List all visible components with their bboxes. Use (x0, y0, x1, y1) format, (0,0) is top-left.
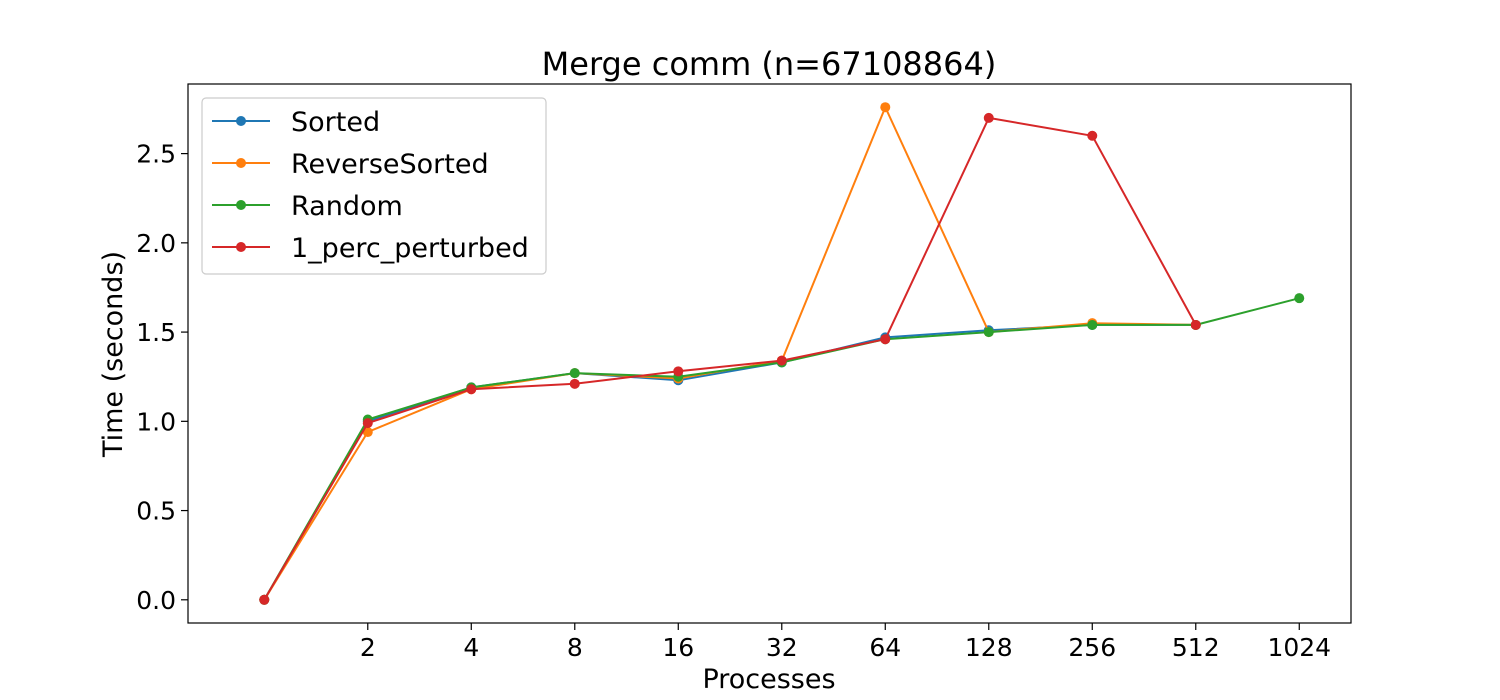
legend-box (201, 97, 547, 275)
legend-marker (236, 158, 246, 168)
x-tick-label: 128 (965, 633, 1013, 662)
data-point (983, 112, 994, 123)
y-tick-label: 2.5 (136, 140, 176, 169)
data-point (880, 102, 891, 113)
legend-marker (236, 200, 246, 210)
data-point (466, 384, 477, 395)
data-point (362, 418, 373, 429)
x-tick-label: 32 (766, 633, 798, 662)
series-line (263, 116, 1197, 601)
x-tick-label: 4 (463, 633, 479, 662)
legend-label: Sorted (291, 107, 380, 138)
series-sorted (259, 319, 1201, 605)
plot-series (259, 102, 1305, 605)
x-axis-ticks: 2 4 8 16 32 64 128 256 512 1024 (360, 623, 1331, 662)
data-point (1294, 293, 1305, 304)
x-tick-label: 16 (662, 633, 694, 662)
x-tick-label: 2 (360, 633, 376, 662)
legend: Sorted ReverseSorted Random 1_perc_perturbe… (201, 97, 547, 275)
chart-title: Merge comm (n=67108864) (542, 45, 997, 83)
y-tick-label: 1.5 (136, 318, 176, 347)
y-tick-label: 1.0 (136, 407, 176, 436)
x-tick-label: 64 (869, 633, 901, 662)
data-point (983, 327, 994, 338)
plot-area-frame (187, 83, 1352, 624)
data-point (1087, 130, 1098, 141)
data-point (880, 334, 891, 345)
data-point (1190, 319, 1201, 330)
legend-marker (236, 116, 246, 126)
data-point (673, 366, 684, 377)
data-point (1087, 319, 1098, 330)
x-tick-label: 8 (567, 633, 583, 662)
legend-label: Random (291, 191, 403, 222)
data-point (776, 355, 787, 366)
x-tick-label: 512 (1172, 633, 1220, 662)
data-point (569, 368, 580, 379)
x-tick-label: 1024 (1267, 633, 1331, 662)
data-point (259, 594, 270, 605)
y-tick-label: 2.0 (136, 229, 176, 258)
series-random (259, 293, 1305, 605)
legend-label: ReverseSorted (291, 149, 489, 180)
legend-label: 1_perc_perturbed (291, 233, 529, 264)
x-tick-label: 256 (1068, 633, 1116, 662)
data-point (569, 378, 580, 389)
y-tick-label: 0.0 (136, 586, 176, 615)
y-axis-ticks: 0.0 0.5 1.0 1.5 2.0 2.5 (136, 140, 188, 615)
y-tick-label: 0.5 (136, 497, 176, 526)
x-axis-label: Processes (702, 664, 835, 695)
series-1-perc-perturbed (259, 112, 1201, 605)
data-point (362, 427, 373, 438)
series-line (263, 297, 1300, 601)
legend-marker (236, 242, 246, 252)
y-axis-label: Time (seconds) (98, 251, 129, 458)
